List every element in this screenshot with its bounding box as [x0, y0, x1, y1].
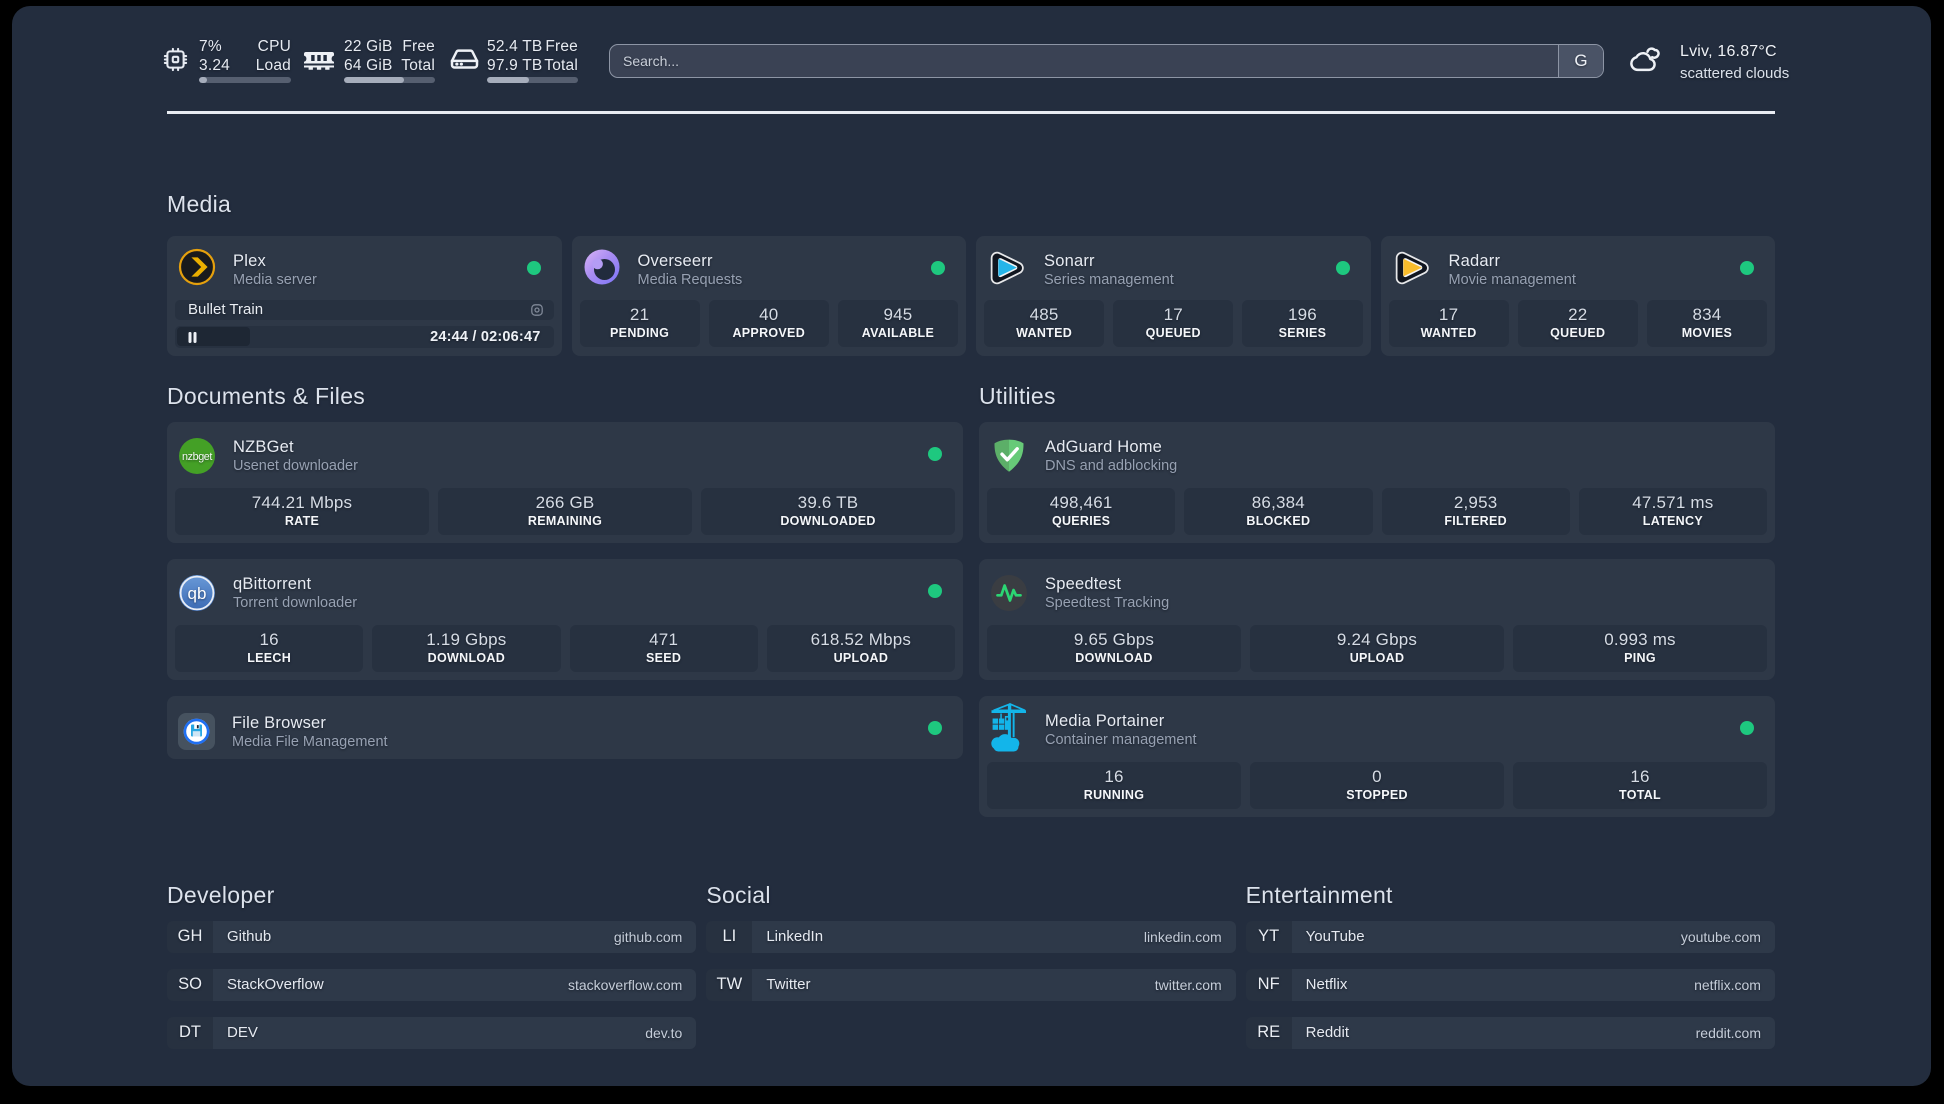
- svg-text:qb: qb: [188, 584, 207, 603]
- svg-text:nzbget: nzbget: [182, 451, 212, 463]
